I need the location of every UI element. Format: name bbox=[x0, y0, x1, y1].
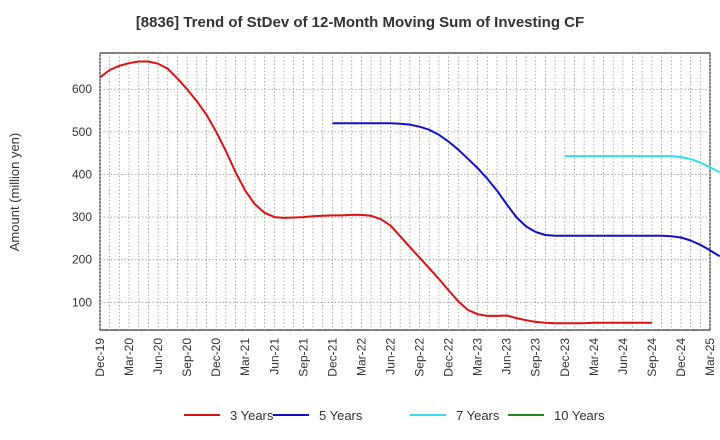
x-tick-label: Sep-20 bbox=[180, 338, 194, 377]
y-tick-label: 300 bbox=[72, 210, 92, 224]
y-tick-label: 500 bbox=[72, 125, 92, 139]
x-tick-label: Jun-21 bbox=[267, 338, 281, 375]
plot-area bbox=[99, 52, 711, 331]
x-tick-label: Sep-23 bbox=[529, 338, 543, 377]
x-tick-label: Mar-21 bbox=[238, 338, 252, 376]
legend-swatch bbox=[410, 414, 446, 416]
x-tick-label: Dec-20 bbox=[209, 338, 223, 377]
grid-lines bbox=[99, 53, 711, 330]
y-tick-label: 100 bbox=[72, 295, 92, 309]
x-tick-label: Jun-20 bbox=[151, 338, 165, 375]
x-axis-ticks: Dec-19 Mar-20 Jun-20 Sep-20 Dec-20 Mar-21 Jun-… bbox=[93, 338, 717, 377]
x-tick-label: Mar-25 bbox=[703, 338, 717, 376]
x-tick-label: Dec-24 bbox=[674, 338, 688, 377]
x-tick-label: Dec-21 bbox=[325, 338, 339, 377]
y-axis-ticks: 100 200 300 400 500 600 bbox=[72, 82, 92, 309]
legend-item: 3 Years bbox=[184, 405, 273, 425]
series-line-3-years bbox=[99, 60, 652, 325]
x-tick-label: Mar-23 bbox=[471, 338, 485, 376]
chart-title: [8836] Trend of StDev of 12-Month Moving… bbox=[135, 14, 585, 31]
x-tick-label: Mar-24 bbox=[587, 338, 601, 376]
legend-item: 5 Years bbox=[273, 405, 362, 425]
legend-label: 5 Years bbox=[319, 407, 363, 423]
y-axis-label: Amount (million yen) bbox=[7, 133, 22, 252]
legend: 3 Years 5 Years 7 Years 10 Years bbox=[0, 405, 720, 425]
x-tick-label: Mar-22 bbox=[354, 338, 368, 376]
y-tick-label: 400 bbox=[72, 167, 92, 181]
x-tick-label: Jun-22 bbox=[383, 338, 397, 375]
x-tick-label: Sep-22 bbox=[413, 338, 427, 377]
x-tick-label: Jun-24 bbox=[616, 338, 630, 375]
x-tick-label: Dec-22 bbox=[442, 338, 456, 377]
x-tick-label: Sep-21 bbox=[296, 338, 310, 377]
y-tick-label: 200 bbox=[72, 253, 92, 267]
legend-swatch bbox=[508, 414, 544, 416]
legend-item: 7 Years bbox=[410, 405, 499, 425]
series-line-5-years bbox=[332, 122, 720, 258]
legend-label: 10 Years bbox=[554, 407, 605, 423]
x-tick-label: Dec-19 bbox=[93, 338, 107, 377]
legend-swatch bbox=[184, 414, 220, 416]
x-tick-label: Mar-20 bbox=[122, 338, 136, 376]
legend-swatch bbox=[273, 414, 309, 416]
x-tick-label: Sep-24 bbox=[645, 338, 659, 377]
x-tick-label: Jun-23 bbox=[500, 338, 514, 375]
legend-label: 3 Years bbox=[230, 407, 274, 423]
legend-item: 10 Years bbox=[508, 405, 605, 425]
legend-label: 7 Years bbox=[456, 407, 500, 423]
y-tick-label: 600 bbox=[72, 82, 92, 96]
x-tick-label: Dec-23 bbox=[558, 338, 572, 377]
series-lines bbox=[99, 60, 720, 325]
series-line-7-years bbox=[564, 155, 720, 174]
